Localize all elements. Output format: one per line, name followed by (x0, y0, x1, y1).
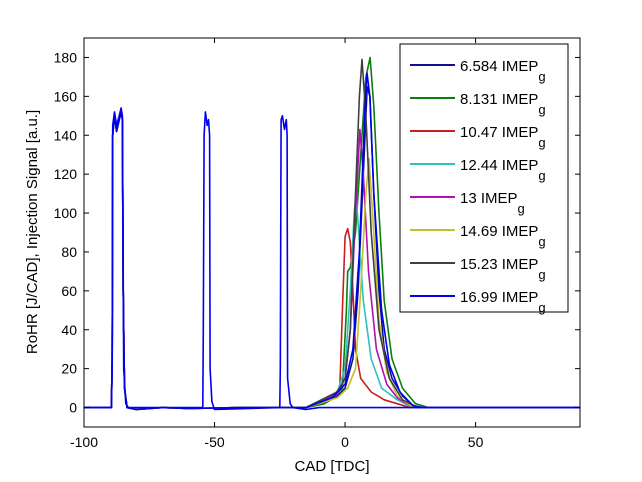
y-tick-label: 60 (61, 283, 77, 299)
legend-box (399, 43, 569, 313)
legend-label: 14.69 IMEPg (460, 223, 546, 249)
y-tick-label: 160 (54, 88, 78, 104)
legend-label: 16.99 IMEPg (460, 289, 546, 315)
plot-frame (83, 37, 581, 428)
legend-subscript: g (518, 201, 525, 216)
legend-label: 12.44 IMEPg (460, 157, 546, 183)
legend-label-text: 14.69 IMEP (460, 223, 538, 240)
legend-subscript: g (538, 300, 545, 315)
legend-subscript: g (538, 135, 545, 150)
legend-label-text: 15.23 IMEP (460, 256, 538, 273)
y-tick-label: 0 (69, 400, 77, 416)
legend-subscript: g (538, 267, 545, 282)
legend-subscript: g (538, 69, 545, 84)
y-axis-label: RoHR [J/CAD], Injection Signal [a.u.] (24, 110, 41, 354)
legend-label: 10.47 IMEPg (460, 124, 546, 150)
legend-label-text: 8.131 IMEP (460, 91, 538, 108)
y-tick-label: 80 (61, 244, 77, 260)
legend-label-text: 12.44 IMEP (460, 157, 538, 174)
x-tick-label: 50 (468, 434, 484, 450)
legend-label: 15.23 IMEPg (460, 256, 546, 282)
legend-subscript: g (538, 168, 545, 183)
y-tick-label: 20 (61, 361, 77, 377)
legend-label: 8.131 IMEPg (460, 91, 546, 117)
legend-subscript: g (538, 234, 545, 249)
legend-label-text: 6.584 IMEP (460, 58, 538, 75)
legend-label-text: 13 IMEP (460, 190, 518, 207)
y-tick-label: 180 (54, 49, 78, 65)
injection-signal-line (84, 107, 580, 411)
series-lines (84, 56, 580, 411)
y-tick-label: 140 (54, 127, 78, 143)
axis-ticks: -100 -50 0 50 0 20 40 60 80 100 120 140 160 180 (54, 38, 580, 450)
legend-label: 13 IMEPg (460, 190, 525, 216)
y-tick-label: 100 (54, 205, 78, 221)
legend-label-text: 16.99 IMEP (460, 289, 538, 306)
legend-label-text: 10.47 IMEP (460, 124, 538, 141)
legend-subscript: g (538, 102, 545, 117)
y-tick-label: 40 (61, 322, 77, 338)
x-tick-label: 0 (341, 434, 349, 450)
x-axis-label: CAD [TDC] (295, 458, 370, 475)
x-tick-label: -50 (204, 434, 224, 450)
y-tick-label: 120 (54, 166, 78, 182)
legend-label: 6.584 IMEPg (460, 58, 546, 84)
x-tick-label: -100 (70, 434, 98, 450)
